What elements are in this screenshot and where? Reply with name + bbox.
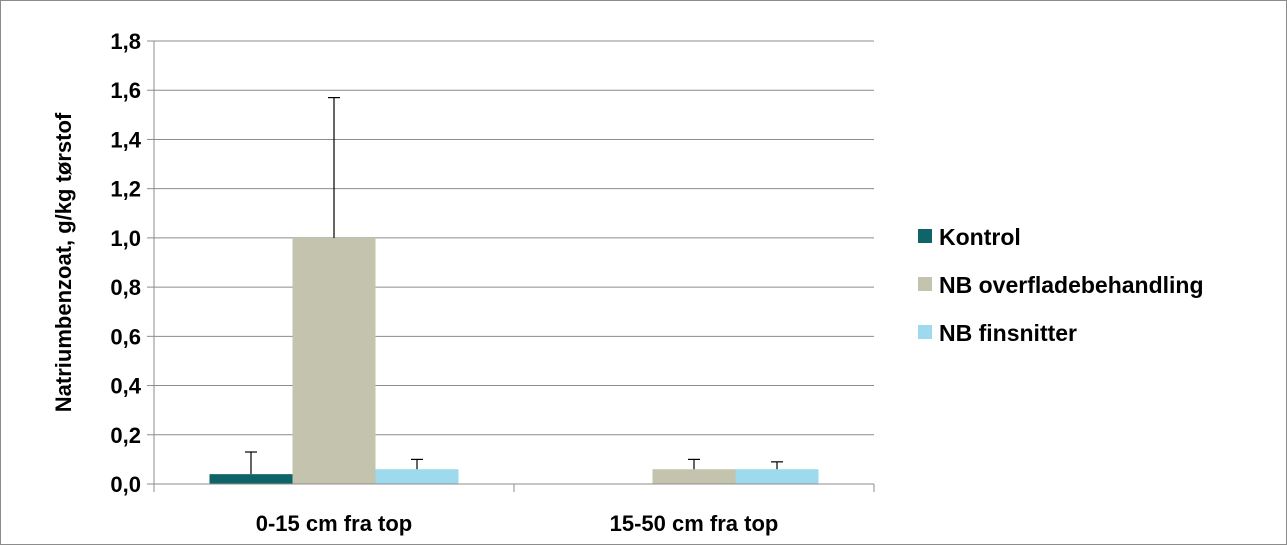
error-bars [245, 97, 783, 475]
bar-kontrol [209, 474, 293, 484]
x-category-labels: 0-15 cm fra top 15-50 cm fra top [256, 511, 779, 536]
bar-nb-overfladebehandling [292, 237, 376, 484]
y-tick-label: 0,8 [110, 275, 141, 300]
legend-swatch [918, 277, 932, 291]
legend-swatch [918, 229, 932, 243]
legend-swatch [918, 325, 932, 339]
bar-nb-finsnitter [375, 469, 459, 484]
gridlines [154, 40, 874, 436]
axes [147, 40, 875, 492]
y-tick-label: 1,6 [110, 78, 141, 103]
x-category-label: 15-50 cm fra top [610, 511, 779, 536]
legend: Kontrol NB overfladebehandling NB finsnitt… [918, 224, 1204, 346]
y-tick-label: 1,2 [110, 177, 141, 202]
y-tick-label: 1,8 [110, 29, 141, 54]
legend-label: NB overfladebehandling [939, 272, 1204, 298]
y-tick-label: 1,4 [110, 127, 141, 152]
y-tick-label: 0,2 [110, 423, 141, 448]
bar-nb-finsnitter [735, 469, 819, 484]
y-tick-label: 0,6 [110, 324, 141, 349]
x-category-label: 0-15 cm fra top [256, 511, 413, 536]
y-axis-label: Natriumbenzoat, g/kg tørstof [51, 112, 76, 412]
y-tick-label: 0,0 [110, 472, 141, 497]
legend-label: Kontrol [939, 224, 1021, 250]
legend-label: NB finsnitter [939, 320, 1077, 346]
y-tick-label: 1,0 [110, 226, 141, 251]
y-tick-label: 0,4 [110, 374, 141, 399]
y-tick-labels: 0,0 0,2 0,4 0,6 0,8 1,0 1,2 1,4 1,6 1,8 [110, 29, 141, 497]
bar-nb-overfladebehandling [652, 469, 736, 484]
bars [209, 237, 819, 484]
